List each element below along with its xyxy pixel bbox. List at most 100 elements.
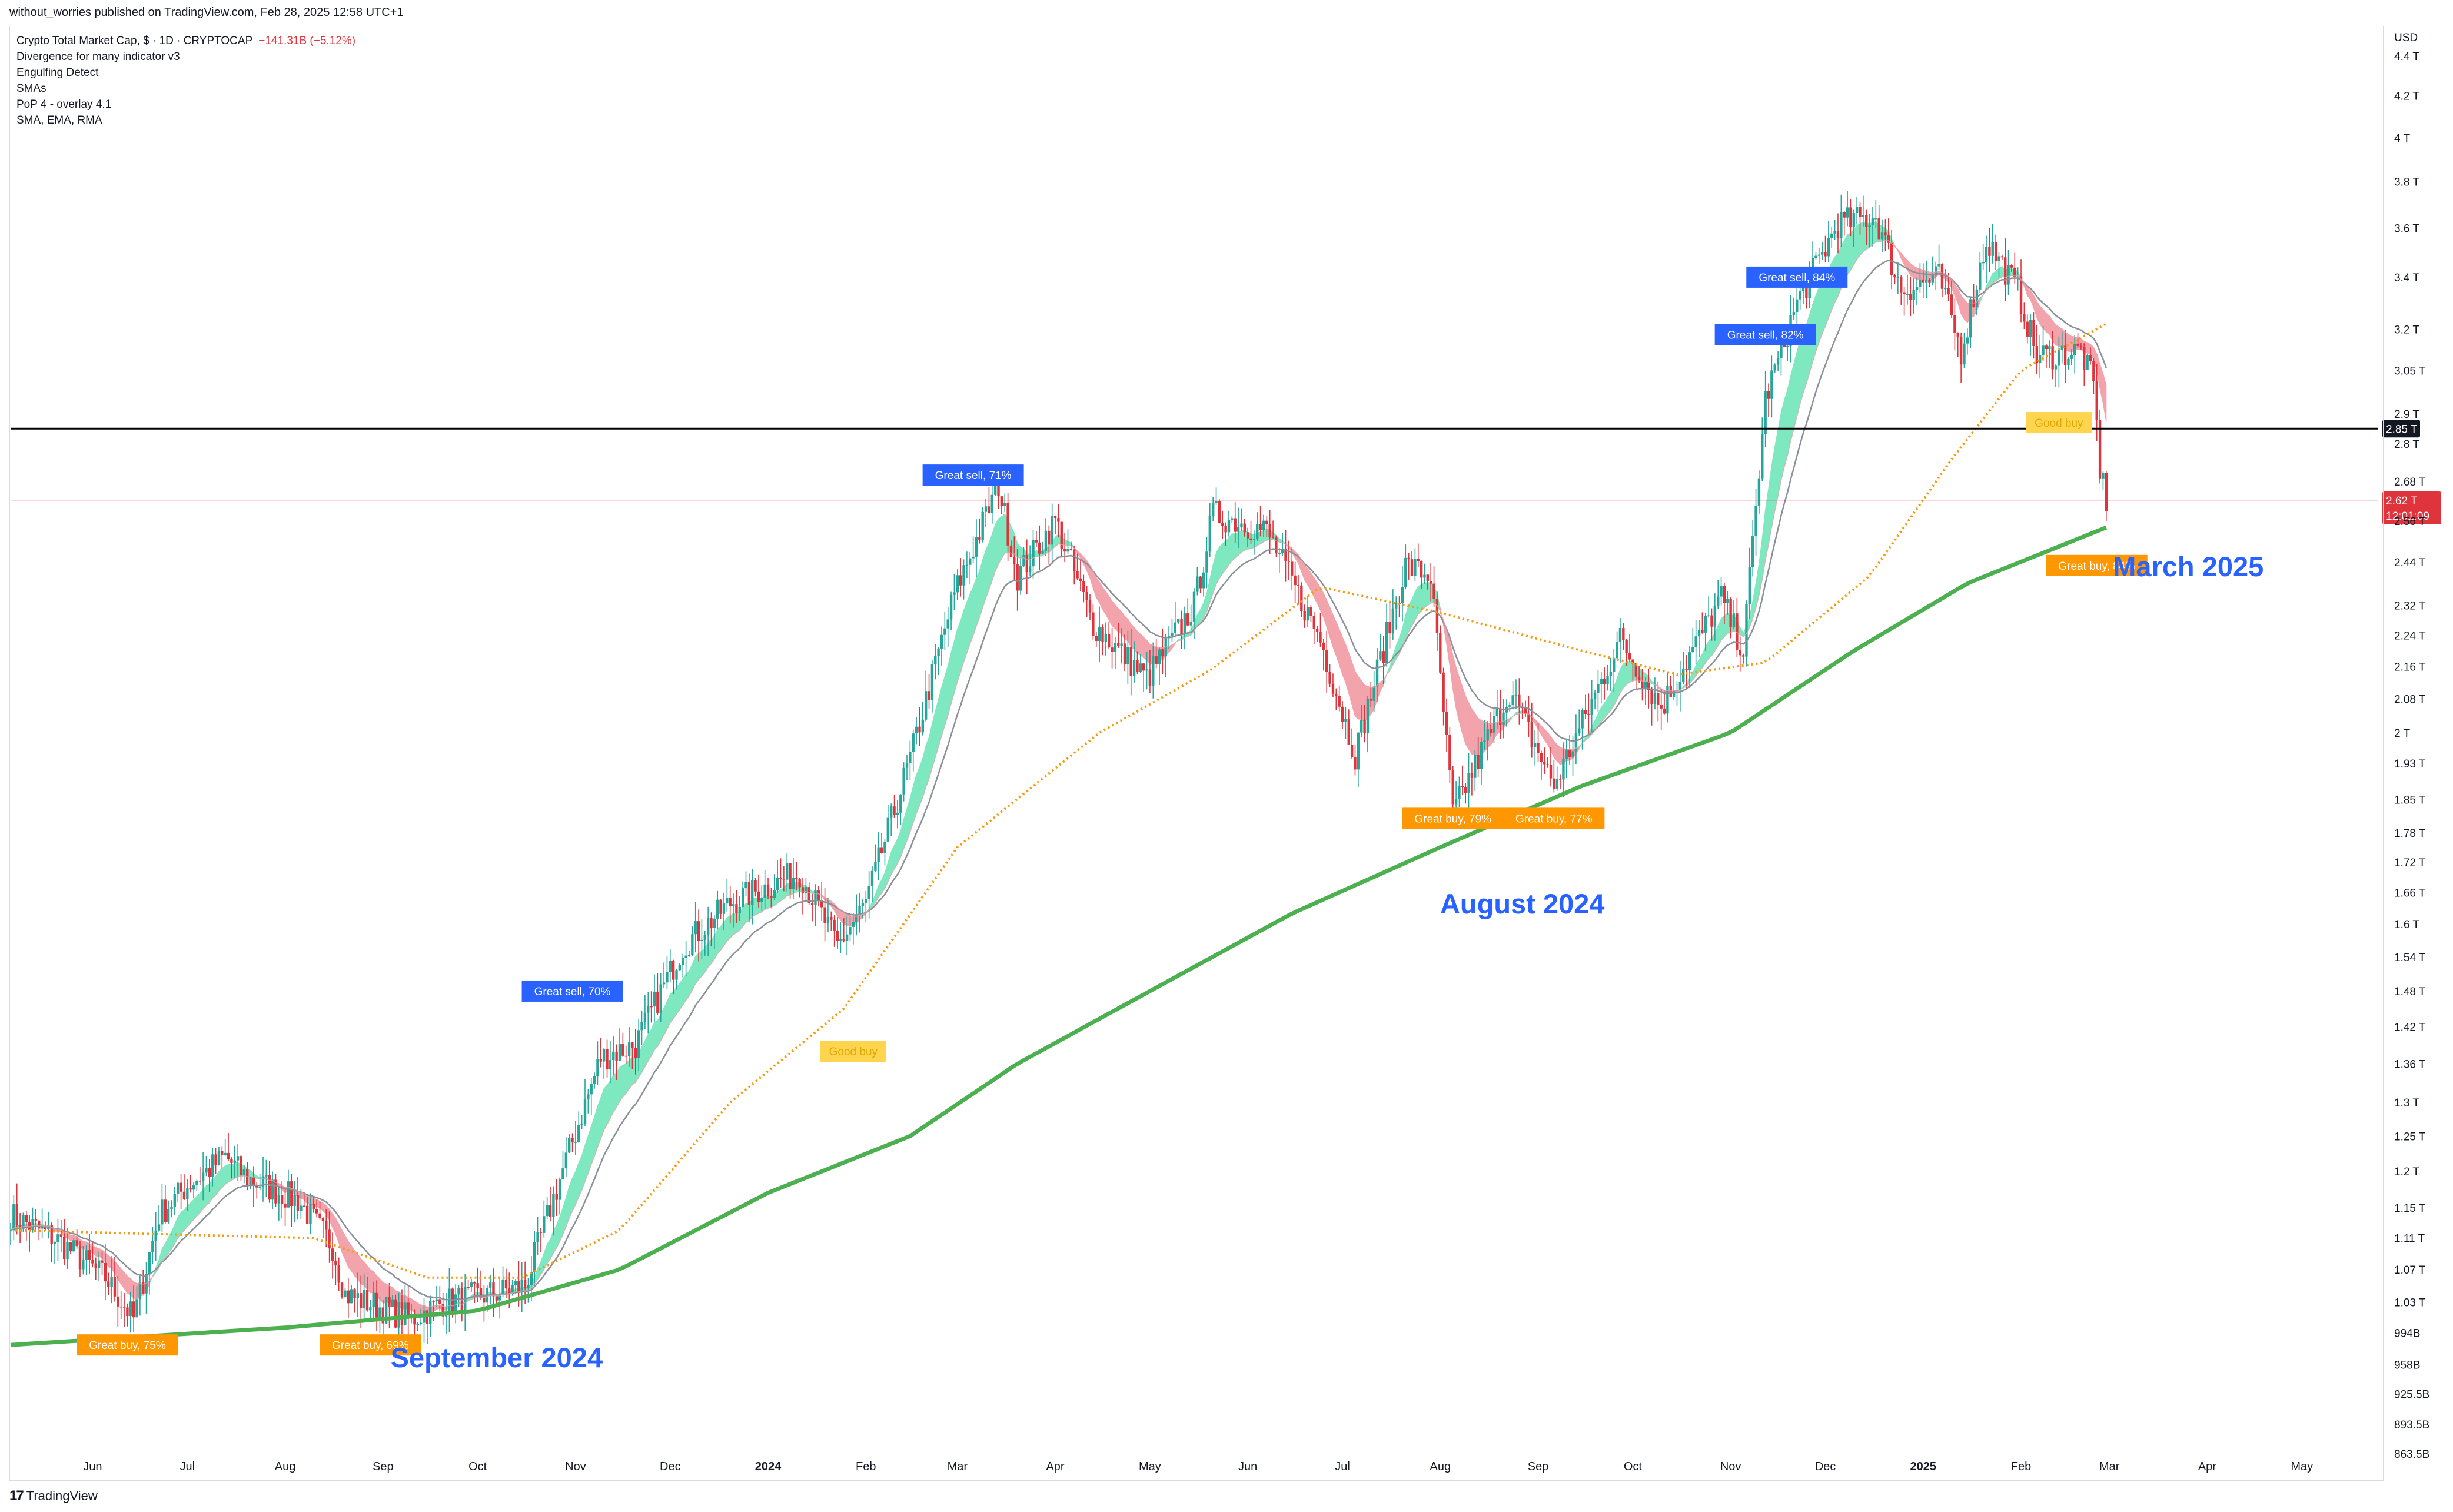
candle-body [744,882,747,889]
candle-body [988,506,990,513]
price-axis[interactable]: USD 4.4 T 4.2 T 4 T 3.8 T 3.6 T 3.4 T 3.2 T 3.05… [2394,32,2429,1461]
candle-body [132,1301,135,1318]
candle-body [972,556,975,559]
candle-body [1666,685,1669,714]
candle-body [1202,572,1205,589]
signal-label-box [2046,554,2148,576]
candle-body [467,1287,470,1288]
candle-body [558,1179,561,1200]
candle-body [1764,390,1767,434]
candle-body [1944,288,1947,290]
candle-body [1985,247,1988,262]
candle-body [801,887,805,893]
candle-body [1511,695,1514,706]
candle-body [252,1177,255,1186]
candle-body [1126,647,1129,664]
candle-body [770,896,773,898]
candle-body [672,960,675,980]
candle-body [1637,676,1641,682]
y-tick-label: 2.44 T [2394,557,2426,569]
symbol-row[interactable]: Crypto Total Market Cap, $ · 1D · CRYPTO… [16,33,355,49]
candle-body [1171,632,1174,636]
y-tick-label: 1.48 T [2394,986,2426,998]
candle-body [1312,616,1315,629]
candle-body [1252,539,1256,540]
horizontal-line[interactable]: 2.85 T 2.62 T 12:01:09 [11,420,2441,524]
candle-body [151,1241,154,1252]
candle-body [1341,706,1344,722]
candle-body [1587,713,1590,715]
candle-body [1553,778,1555,789]
candle-body [1780,337,1783,358]
candle-body [552,1194,555,1217]
candle-body [426,1310,429,1324]
indicator-smas[interactable]: SMAs [16,82,46,95]
resistance-price-tag [2382,420,2420,438]
candle-body [1196,576,1199,592]
candle-body [1767,390,1770,399]
candle-body [1634,663,1637,677]
candle-body [1186,613,1189,626]
candle-body [2032,320,2035,346]
candle-body [981,511,984,540]
candle-body [261,1176,265,1187]
candle-body [1723,586,1726,603]
candle-body [719,899,722,914]
candle-body [978,536,981,540]
candle-body [1442,672,1445,712]
candle-body [2089,355,2092,361]
candle-body [1019,566,1022,591]
candle-body [1906,294,1909,295]
candle-body [870,870,874,886]
candle-body [1597,684,1600,693]
candle-body [1284,549,1287,561]
candle-body [337,1265,340,1283]
y-tick-label: 3.8 T [2394,177,2419,189]
candle-body [1937,264,1940,267]
candle-body [1859,207,1862,217]
candle-body [88,1250,91,1260]
candle-body [697,921,700,941]
candle-body [1480,742,1483,769]
candle-body [280,1195,284,1204]
candle-body [1717,596,1720,606]
candle-body [609,1060,612,1070]
candle-body [119,1306,122,1308]
candle-body [2070,355,2073,359]
candle-body [1395,603,1398,609]
candle-body [1754,505,1757,537]
candle-body [669,960,672,972]
y-tick-label: 1.54 T [2394,952,2426,964]
candle-body [1148,669,1152,686]
time-axis[interactable]: Jun Jul Aug Sep Oct Nov Dec 2024 Feb Mar Apr May Jun… [83,1460,2313,1473]
x-tick-label: Mar [2099,1460,2120,1473]
candle-body [861,902,865,906]
indicator-divergence[interactable]: Divergence for many indicator v3 [16,51,180,63]
candle-body [375,1292,378,1318]
candle-body [400,1302,404,1325]
candle-body [2048,346,2051,350]
candle-body [1959,336,1963,365]
indicator-engulfing[interactable]: Engulfing Detect [16,67,99,79]
y-tick-label: 4.4 T [2394,51,2419,63]
candle-body [1117,643,1120,646]
candle-body [1069,549,1073,550]
signal-label-box [1503,807,1605,829]
indicator-pop4[interactable]: PoP 4 - overlay 4.1 [16,98,112,111]
candle-body [82,1260,85,1270]
candle-body [1114,643,1117,652]
candle-body [889,806,893,818]
indicator-sma-ema-rma[interactable]: SMA, EMA, RMA [16,114,102,127]
candle-body [599,1059,603,1062]
candle-body [1628,653,1631,660]
candle-body [1268,524,1271,537]
candle-body [682,958,684,965]
candle-body [1713,606,1717,627]
candle-body [2010,265,2013,268]
x-tick-label: Apr [2198,1460,2216,1473]
candle-body [56,1234,59,1242]
tradingview-footer[interactable]: 17 TradingView [9,1488,98,1504]
candle-body [1344,719,1347,722]
candle-body [1947,288,1950,295]
